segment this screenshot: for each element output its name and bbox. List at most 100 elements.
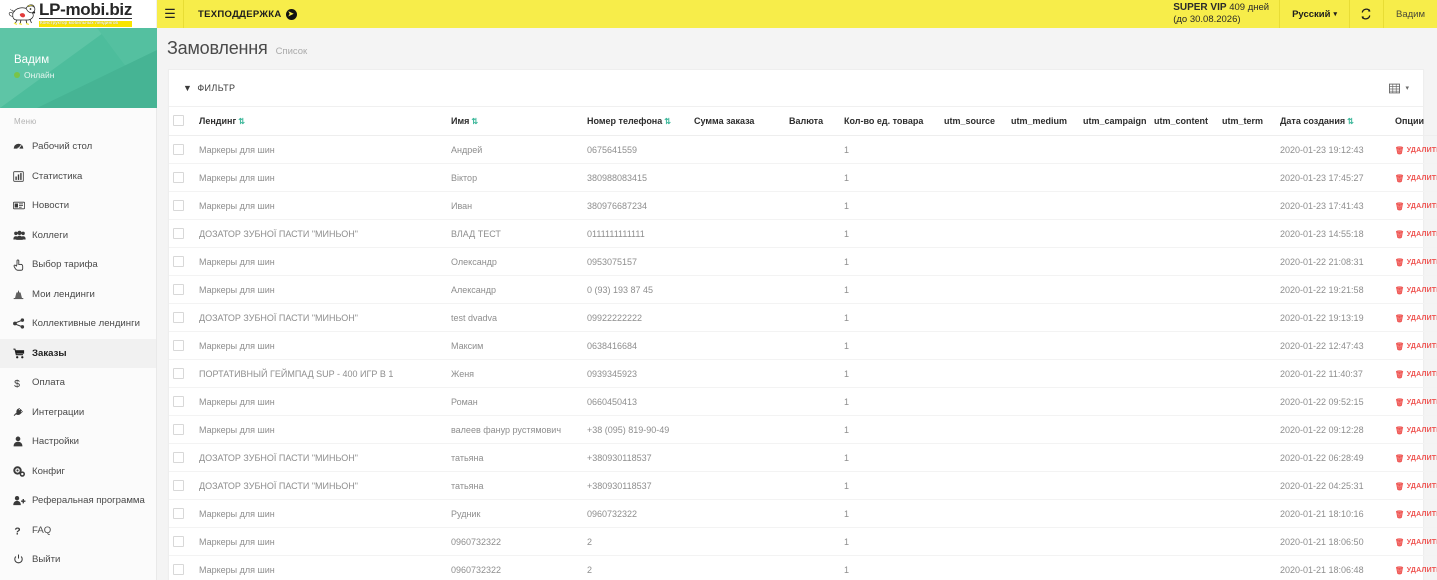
table-row[interactable]: Маркеры для шин Рудник 0960732322 1 2020-01-… — [169, 499, 1437, 528]
table-header-utm-source: utm_source — [940, 107, 1007, 136]
delete-row-button[interactable]: 🗑УДАЛИТЬ — [1395, 398, 1437, 407]
row-checkbox[interactable] — [173, 144, 184, 155]
delete-row-button[interactable]: 🗑УДАЛИТЬ — [1395, 146, 1437, 155]
sidebar-item-faq[interactable]: ? FAQ — [0, 516, 156, 546]
table-row[interactable]: Маркеры для шин Віктор 380988083415 1 2020-0… — [169, 163, 1437, 192]
table-row[interactable]: ПОРТАТИВНЫЙ ГЕЙМПАД SUP - 400 ИГР В 1 Жен… — [169, 359, 1437, 388]
sidebar-item-settings[interactable]: Настройки — [0, 427, 156, 457]
delete-row-button[interactable]: 🗑УДАЛИТЬ — [1395, 454, 1437, 463]
table-row[interactable]: ДОЗАТОР ЗУБНОЇ ПАСТИ "МИНЬОН" татьяна +380… — [169, 471, 1437, 500]
cell-utm_content — [1150, 275, 1218, 304]
delete-row-button[interactable]: 🗑УДАЛИТЬ — [1395, 314, 1437, 323]
sidebar-item-integrations[interactable]: Интеграции — [0, 398, 156, 428]
cell-utm_medium — [1007, 555, 1079, 580]
table-row[interactable]: Маркеры для шин 0960732322 2 1 2020-01-21 18… — [169, 555, 1437, 580]
sidebar-item-label: Рабочий стол — [32, 141, 93, 153]
delete-row-button[interactable]: 🗑УДАЛИТЬ — [1395, 510, 1437, 519]
cell-utm_medium — [1007, 163, 1079, 192]
row-checkbox[interactable] — [173, 536, 184, 547]
row-checkbox[interactable] — [173, 396, 184, 407]
delete-row-button[interactable]: 🗑УДАЛИТЬ — [1395, 286, 1437, 295]
sidebar-item-referral-program[interactable]: Реферальная программа — [0, 486, 156, 516]
table-row[interactable]: Маркеры для шин Александр 0 (93) 193 87 45… — [169, 275, 1437, 304]
row-checkbox[interactable] — [173, 172, 184, 183]
sidebar-item-config[interactable]: Конфиг — [0, 457, 156, 487]
cell-currency — [785, 527, 840, 556]
filter-button[interactable]: ▼ ФИЛЬТР — [183, 83, 235, 93]
table-row[interactable]: Маркеры для шин Олександр 0953075157 1 2020-… — [169, 247, 1437, 276]
row-checkbox[interactable] — [173, 368, 184, 379]
sidebar-item-statistics[interactable]: Статистика — [0, 162, 156, 192]
table-row[interactable]: Маркеры для шин Андрей 0675641559 1 2020-01-… — [169, 135, 1437, 164]
svg-text:?: ? — [14, 526, 20, 536]
cell-currency — [785, 303, 840, 332]
row-checkbox[interactable] — [173, 340, 184, 351]
table-row[interactable]: Маркеры для шин Иван 380976687234 1 2020-01-… — [169, 191, 1437, 220]
column-visibility-toggle[interactable]: ▾ — [1389, 83, 1409, 94]
language-selector[interactable]: Русский ▾ — [1279, 0, 1349, 28]
row-checkbox[interactable] — [173, 228, 184, 239]
delete-row-button[interactable]: 🗑УДАЛИТЬ — [1395, 258, 1437, 267]
table-row[interactable]: ДОЗАТОР ЗУБНОЇ ПАСТИ "МИНЬОН" татьяна +380… — [169, 443, 1437, 472]
sidebar-item-dashboard[interactable]: Рабочий стол — [0, 132, 156, 162]
sidebar-item-payment[interactable]: $ Оплата — [0, 368, 156, 398]
sidebar-item-collective-landings[interactable]: Коллективные лендинги — [0, 309, 156, 339]
cell-utm_source — [940, 275, 1007, 304]
delete-row-button[interactable]: 🗑УДАЛИТЬ — [1395, 426, 1437, 435]
row-checkbox[interactable] — [173, 452, 184, 463]
delete-row-button[interactable]: 🗑УДАЛИТЬ — [1395, 342, 1437, 351]
row-checkbox[interactable] — [173, 200, 184, 211]
page-header: Замовлення Список — [157, 28, 1437, 69]
power-off-icon — [13, 554, 32, 565]
table-row[interactable]: Маркеры для шин 0960732322 2 1 2020-01-21 18… — [169, 527, 1437, 556]
cell-created: 2020-01-22 19:13:19 — [1276, 303, 1391, 332]
sidebar-item-tariff[interactable]: Выбор тарифа — [0, 250, 156, 280]
sidebar-item-logout[interactable]: Выйти — [0, 545, 156, 575]
table-row[interactable]: Маркеры для шин Максим 0638416684 1 2020-01-… — [169, 331, 1437, 360]
brand-logo[interactable]: LP-mobi.biz Конструктор мобильных лендин… — [0, 0, 157, 28]
delete-row-label: УДАЛИТЬ — [1406, 314, 1437, 322]
cell-sum — [690, 415, 785, 444]
row-checkbox[interactable] — [173, 480, 184, 491]
table-header-created[interactable]: Дата создания ⇅ — [1276, 107, 1391, 136]
table-header-landing[interactable]: Лендинг ⇅ — [195, 107, 447, 136]
row-checkbox[interactable] — [173, 424, 184, 435]
row-checkbox[interactable] — [173, 312, 184, 323]
table-row[interactable]: Маркеры для шин Роман 0660450413 1 2020-01-2… — [169, 387, 1437, 416]
trash-icon: 🗑 — [1395, 425, 1405, 435]
account-menu[interactable]: Вадим — [1382, 0, 1437, 28]
sidebar-item-colleagues[interactable]: Коллеги — [0, 221, 156, 251]
delete-row-button[interactable]: 🗑УДАЛИТЬ — [1395, 482, 1437, 491]
row-checkbox[interactable] — [173, 256, 184, 267]
cell-name: Андрей — [447, 135, 583, 164]
delete-row-button[interactable]: 🗑УДАЛИТЬ — [1395, 566, 1437, 575]
table-header-name[interactable]: Имя ⇅ — [447, 107, 583, 136]
table-row[interactable]: ДОЗАТОР ЗУБНОЇ ПАСТИ "МИНЬОН" ВЛАД ТЕСТ 01… — [169, 219, 1437, 248]
table-header-sum: Сумма заказа — [690, 107, 785, 136]
table-row[interactable]: Маркеры для шин валеев фанур рустямович +3… — [169, 415, 1437, 444]
sidebar-item-my-landings[interactable]: Мои лендинги — [0, 280, 156, 310]
row-checkbox[interactable] — [173, 564, 184, 575]
delete-row-button[interactable]: 🗑УДАЛИТЬ — [1395, 230, 1437, 239]
table-header-phone[interactable]: Номер телефона ⇅ — [583, 107, 690, 136]
select-all-checkbox[interactable] — [173, 115, 184, 126]
cell-utm_medium — [1007, 135, 1079, 164]
cell-utm_campaign — [1079, 359, 1150, 388]
cell-qty: 1 — [840, 499, 940, 528]
cell-utm_content — [1150, 443, 1218, 472]
delete-row-button[interactable]: 🗑УДАЛИТЬ — [1395, 174, 1437, 183]
delete-row-button[interactable]: 🗑УДАЛИТЬ — [1395, 202, 1437, 211]
hamburger-menu-icon[interactable]: ☰ — [157, 0, 184, 28]
cell-landing: ДОЗАТОР ЗУБНОЇ ПАСТИ "МИНЬОН" — [195, 471, 447, 500]
row-checkbox[interactable] — [173, 284, 184, 295]
row-checkbox[interactable] — [173, 508, 184, 519]
delete-row-button[interactable]: 🗑УДАЛИТЬ — [1395, 370, 1437, 379]
cell-created: 2020-01-23 17:45:27 — [1276, 163, 1391, 192]
support-link[interactable]: ТЕХПОДДЕРЖКА ➤ — [184, 0, 311, 28]
delete-row-button[interactable]: 🗑УДАЛИТЬ — [1395, 538, 1437, 547]
cell-utm_medium — [1007, 359, 1079, 388]
sidebar-item-orders[interactable]: Заказы — [0, 338, 156, 368]
refresh-sync-icon[interactable] — [1348, 0, 1383, 28]
sidebar-item-news[interactable]: Новости — [0, 191, 156, 221]
table-row[interactable]: ДОЗАТОР ЗУБНОЇ ПАСТИ "МИНЬОН" test dvadva… — [169, 303, 1437, 332]
